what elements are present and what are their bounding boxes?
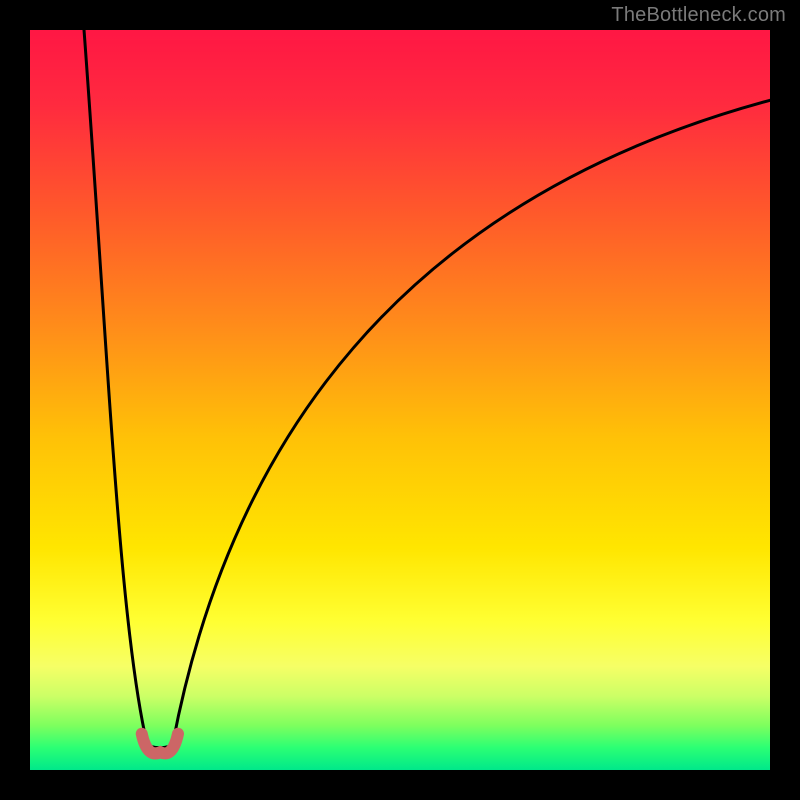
chart-plot-area — [30, 30, 770, 770]
watermark-text: TheBottleneck.com — [611, 4, 786, 27]
bottleneck-chart — [30, 30, 770, 770]
chart-background-gradient — [30, 30, 770, 770]
